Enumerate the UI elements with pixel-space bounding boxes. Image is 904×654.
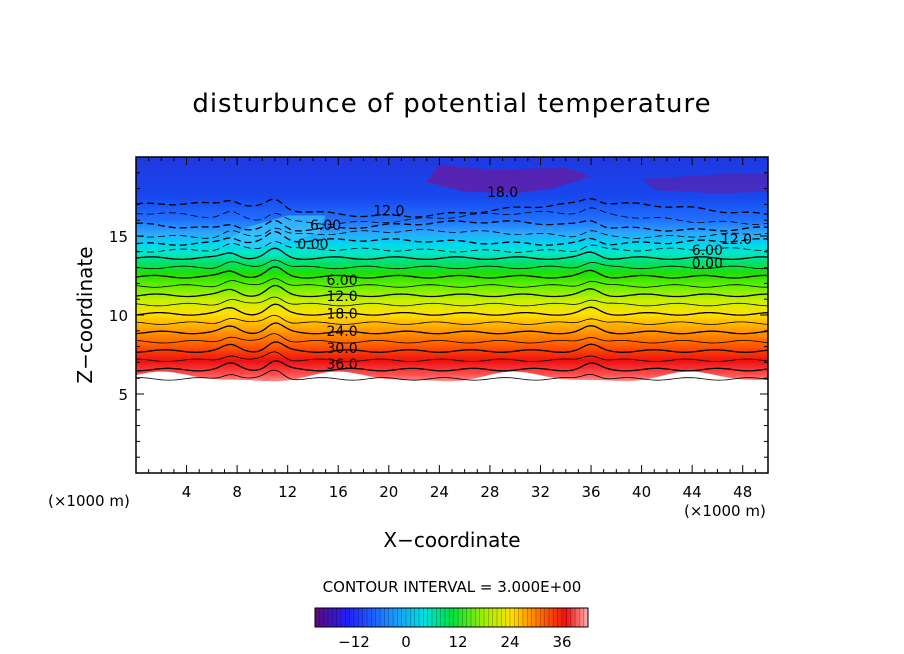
x-tick-label: 16 xyxy=(329,483,348,501)
contour-label: 18.0 xyxy=(487,185,518,201)
contour-line xyxy=(136,351,768,363)
contour-line xyxy=(136,303,768,316)
x-tick-label: 36 xyxy=(581,483,600,501)
contour-line xyxy=(136,241,768,253)
x-tick-label: 40 xyxy=(632,483,651,501)
temperature-field xyxy=(136,157,768,382)
colorbar-tick-label: −12 xyxy=(338,633,370,651)
x-tick-label: 48 xyxy=(733,483,752,501)
contour-line xyxy=(136,284,768,298)
contour-line xyxy=(136,322,768,335)
colorbar-ticks: −12 0 12 24 36 xyxy=(338,633,571,651)
contour-label: 6.00 xyxy=(692,243,723,259)
contour-label: 24.0 xyxy=(326,324,357,340)
contour-label: 6.00 xyxy=(326,273,357,289)
contour-line xyxy=(136,360,768,372)
contour-label: 6.00 xyxy=(310,218,341,234)
contour-line xyxy=(136,219,768,232)
x-tick-label: 20 xyxy=(379,483,398,501)
x-tick-label: 8 xyxy=(232,483,242,501)
contour-line xyxy=(136,247,768,261)
contour-line xyxy=(136,369,768,381)
x-axis: 4 8 12 16 20 24 28 32 36 40 44 48 xyxy=(148,157,756,501)
contour-label: 30.0 xyxy=(326,341,357,357)
contour-label: 36.0 xyxy=(326,357,357,373)
contour-label: 12.0 xyxy=(373,204,404,220)
contour-line xyxy=(136,333,768,344)
chart-title: disturbunce of potential temperature xyxy=(192,89,711,119)
x-axis-title: X−coordinate xyxy=(383,528,520,552)
x-unit-right-label: (×1000 m) xyxy=(684,502,766,520)
contour-line xyxy=(136,278,768,288)
colorbar-tick-label: 36 xyxy=(552,633,571,651)
x-tick-label: 32 xyxy=(531,483,550,501)
y-axis-title: Z−coordinate xyxy=(73,246,97,383)
x-unit-left-label: (×1000 m) xyxy=(48,492,130,510)
contour-label: 0.00 xyxy=(297,237,328,253)
contour-label: 12.0 xyxy=(721,232,752,248)
cold-anomaly-patch xyxy=(641,172,768,194)
x-tick-label: 28 xyxy=(480,483,499,501)
colorbar-frame xyxy=(314,607,589,628)
y-axis: 5 10 15 xyxy=(109,172,768,458)
plot-area: 36.030.024.018.012.06.000.006.0012.018.0… xyxy=(136,157,768,382)
contour-label: 18.0 xyxy=(326,306,357,322)
contour-interval-label: CONTOUR INTERVAL = 3.000E+00 xyxy=(323,578,582,596)
contour-label: 0.00 xyxy=(692,256,723,272)
colorbar-ramp xyxy=(315,608,588,627)
contour-line xyxy=(136,207,768,225)
contour-lines xyxy=(136,198,768,381)
contour-line xyxy=(136,266,768,279)
colorbar-tick-label: 12 xyxy=(448,633,467,651)
contour-line xyxy=(136,296,768,307)
x-tick-label: 12 xyxy=(278,483,297,501)
contour-line xyxy=(136,314,768,325)
colorbar: −12 0 12 24 36 xyxy=(314,607,589,651)
colorbar-tick-label: 0 xyxy=(401,633,411,651)
x-tick-label: 4 xyxy=(182,483,192,501)
cold-anomaly-patch xyxy=(426,164,592,194)
y-tick-label: 15 xyxy=(109,228,128,246)
contour-line xyxy=(136,341,768,353)
contour-line xyxy=(136,259,768,270)
x-tick-label: 44 xyxy=(683,483,702,501)
colorbar-tick-label: 24 xyxy=(500,633,519,651)
contour-line xyxy=(136,227,768,239)
x-tick-label: 24 xyxy=(430,483,449,501)
y-tick-label: 10 xyxy=(109,307,128,325)
contour-line xyxy=(136,230,768,246)
colorbar-dividers xyxy=(319,608,584,627)
y-tick-label: 5 xyxy=(118,386,128,404)
contour-labels: 36.030.024.018.012.06.000.006.0012.018.0… xyxy=(297,185,752,373)
contour-line xyxy=(136,198,768,218)
contour-label: 12.0 xyxy=(326,289,357,305)
